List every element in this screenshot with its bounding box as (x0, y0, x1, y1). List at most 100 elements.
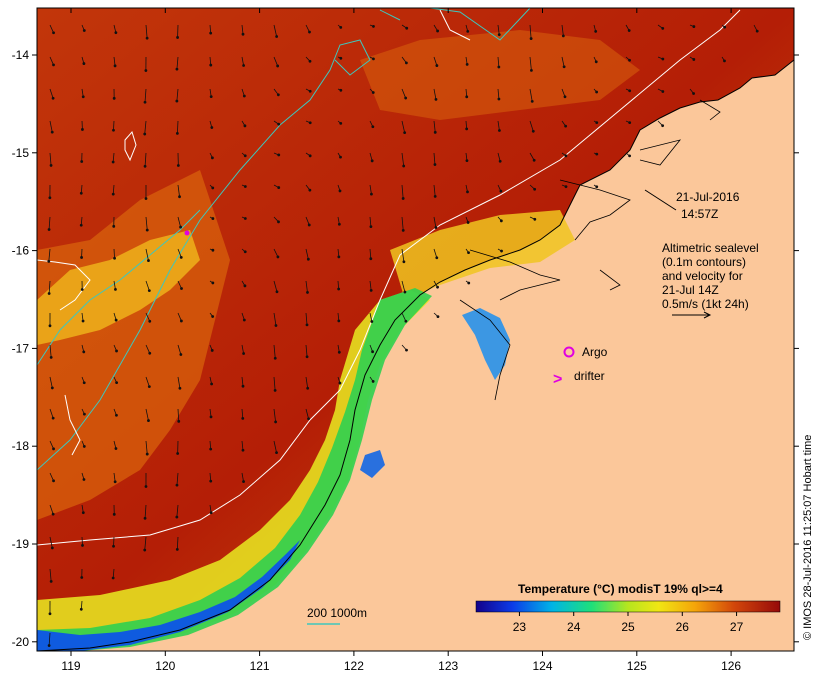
velocity-vector (113, 440, 118, 450)
velocity-vector (113, 312, 118, 322)
velocity-vector (401, 312, 408, 323)
velocity-vector (209, 120, 214, 129)
timestamp-date: 21-Jul-2016 (676, 190, 740, 204)
velocity-vector (47, 632, 51, 647)
velocity-vector (337, 120, 343, 125)
velocity-vector (497, 216, 503, 223)
velocity-vector (175, 504, 179, 519)
velocity-vector (177, 376, 182, 390)
velocity-vector (401, 88, 408, 100)
velocity-vector (144, 472, 148, 488)
velocity-vector (401, 280, 407, 294)
velocity-vector (305, 24, 311, 34)
velocity-vector (79, 216, 83, 227)
velocity-vector (273, 56, 280, 68)
velocity-vector (241, 280, 247, 288)
velocity-vector (497, 24, 501, 37)
velocity-vector (209, 440, 213, 451)
velocity-vector (593, 184, 599, 189)
velocity-vector (657, 120, 665, 128)
argo-label: Argo (582, 345, 608, 359)
legend-line-5: 0.5m/s (1kt 24h) (662, 297, 749, 311)
velocity-vector (113, 408, 118, 417)
velocity-vector (465, 152, 469, 163)
velocity-vector (81, 56, 86, 65)
velocity-vector (49, 120, 54, 134)
velocity-vector (497, 88, 501, 101)
velocity-vector (113, 280, 117, 291)
drifter-marker: > (553, 371, 562, 388)
velocity-vector (273, 312, 278, 327)
velocity-vector (529, 184, 537, 191)
velocity-vector (273, 376, 277, 392)
velocity-vector (273, 184, 281, 189)
depth-legend: 200 1000m (307, 606, 367, 625)
velocity-vector (209, 504, 213, 515)
lon-tick-label: 121 (250, 659, 270, 673)
velocity-vector (49, 536, 54, 550)
velocity-vector (465, 280, 471, 285)
velocity-vector (143, 536, 147, 552)
velocity-vector (657, 88, 665, 93)
velocity-vector (145, 24, 149, 40)
lat-tick-label: -19 (12, 537, 30, 551)
velocity-vector (113, 376, 119, 385)
velocity-vector (113, 344, 118, 353)
timestamp-time: 14:57Z (681, 207, 718, 221)
velocity-vector (49, 472, 55, 483)
sst-band-orange-north (360, 30, 640, 120)
sst-band-yellow-coast (390, 210, 575, 300)
velocity-vector (337, 152, 342, 159)
velocity-vector (145, 440, 149, 456)
velocity-vector (433, 216, 438, 229)
colorbar-tick-label: 23 (513, 620, 527, 634)
velocity-vector (145, 408, 150, 422)
velocity-vector (176, 440, 180, 455)
velocity-vector (529, 152, 536, 162)
lon-tick-label: 125 (627, 659, 647, 673)
velocity-vector (529, 56, 533, 72)
velocity-vector (177, 312, 183, 323)
velocity-vector (401, 216, 405, 232)
velocity-vector (465, 88, 469, 99)
velocity-vector (48, 600, 52, 616)
velocity-vector (337, 280, 341, 291)
velocity-vector (241, 88, 246, 98)
depth-legend-label: 200 1000m (307, 606, 367, 620)
velocity-vector (145, 248, 150, 262)
velocity-vector (305, 344, 309, 359)
timestamp-pointer (644, 189, 677, 211)
velocity-vector (113, 472, 117, 484)
velocity-vector (305, 280, 309, 294)
velocity-vector (465, 56, 469, 66)
legend-line-4: 21-Jul 14Z (662, 283, 719, 297)
velocity-vector (241, 152, 247, 158)
velocity-vector (241, 408, 245, 420)
velocity-vector (49, 376, 54, 390)
velocity-vector (465, 248, 470, 254)
velocity-vector (209, 280, 215, 285)
velocity-vector (369, 312, 374, 323)
velocity-vector (465, 216, 470, 224)
velocity-vector (112, 88, 116, 100)
velocity-vector (369, 120, 375, 129)
velocity-vector (369, 152, 374, 163)
velocity-vector (273, 88, 280, 97)
velocity-vector (625, 152, 631, 158)
velocity-vector (433, 152, 437, 166)
velocity-vector (177, 216, 182, 229)
velocity-vector (49, 408, 55, 420)
velocity-vector (337, 24, 343, 29)
velocity-vector (111, 152, 115, 164)
velocity-vector (337, 56, 343, 60)
velocity-vector (625, 88, 632, 93)
velocity-vector (49, 504, 55, 516)
velocity-vector (175, 536, 179, 551)
velocity-vector (561, 56, 566, 69)
sst-coastal-blue (37, 540, 300, 651)
velocity-vector (177, 280, 183, 290)
lon-tick-label: 122 (344, 659, 364, 673)
velocity-vector (176, 152, 180, 167)
velocity-vector (337, 376, 342, 385)
velocity-vector (112, 536, 115, 548)
